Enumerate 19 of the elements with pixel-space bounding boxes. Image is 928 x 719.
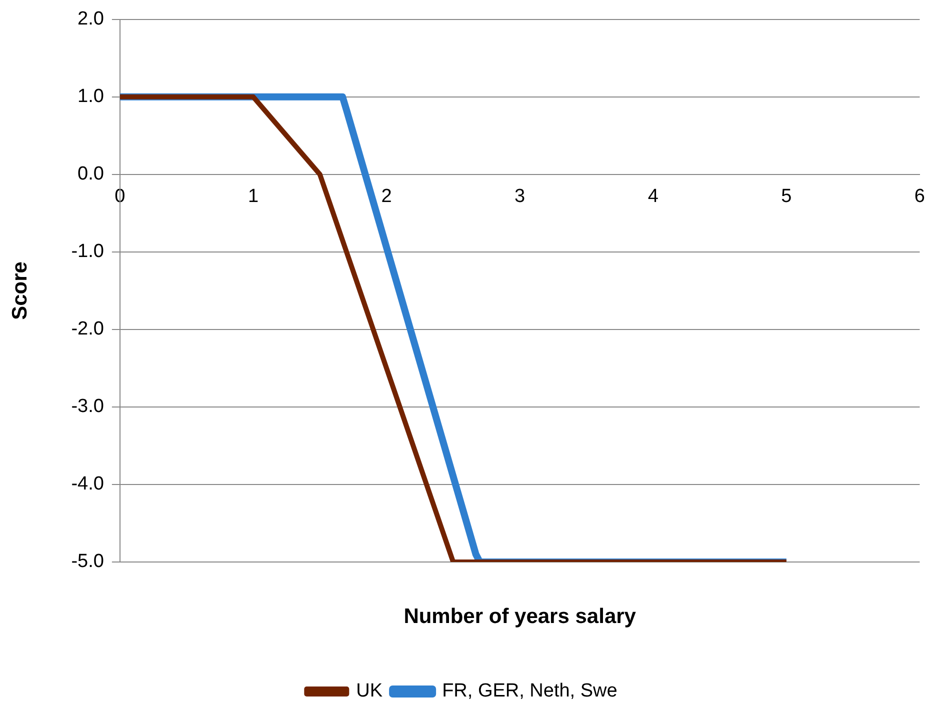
x-tick-label: 4 (648, 186, 659, 208)
y-tick-label: -5.0 (71, 551, 104, 572)
y-tick-label: -3.0 (71, 396, 104, 418)
y-tick-label: -2.0 (71, 318, 104, 340)
x-tick-label: 3 (514, 186, 526, 208)
legend-label: UK (356, 680, 383, 702)
x-tick-label: 2 (381, 186, 392, 208)
y-tick-label: 1.0 (78, 86, 104, 108)
x-tick-label: 6 (914, 186, 926, 208)
x-tick-label: 5 (781, 186, 792, 208)
x-tick-label: 0 (114, 186, 126, 208)
y-axis-title: Score (8, 262, 32, 320)
x-tick-label: 1 (248, 186, 259, 208)
x-axis-title: Number of years salary (404, 604, 636, 628)
y-tick-label: -4.0 (71, 474, 104, 495)
legend-label: FR, GER, Neth, Swe (442, 680, 618, 702)
y-tick-label: 2.0 (78, 8, 104, 30)
y-tick-label: -1.0 (71, 241, 104, 262)
y-tick-label: 0.0 (78, 164, 104, 185)
